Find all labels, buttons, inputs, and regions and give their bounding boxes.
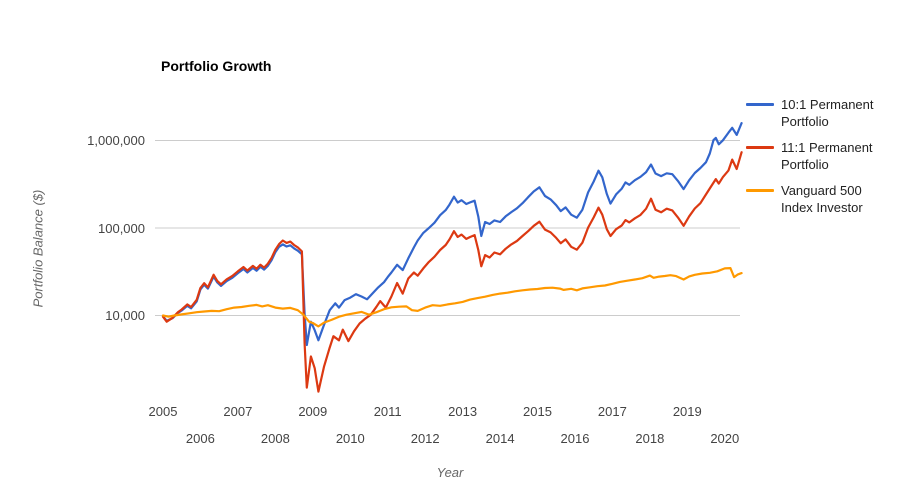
x-tick-label: 2006	[185, 431, 215, 446]
legend-label: Vanguard 500 Index Investor	[781, 183, 863, 215]
y-tick-label: 100,000	[98, 220, 145, 236]
x-tick-label: 2014	[485, 431, 515, 446]
x-tick-label: 2005	[148, 404, 178, 419]
x-tick-label: 2016	[560, 431, 590, 446]
x-tick-label: 2012	[410, 431, 440, 446]
legend-item-pp10: 10:1 Permanent Portfolio	[746, 96, 896, 130]
y-axis-title: Portfolio Balance ($)	[30, 189, 46, 308]
x-axis-title: Year	[436, 465, 464, 480]
legend: 10:1 Permanent Portfolio 11:1 Permanent P…	[746, 96, 896, 225]
series-line-vfinx[interactable]	[161, 267, 743, 328]
y-tick-label: 1,000,000	[87, 133, 145, 148]
legend-swatch-icon	[746, 146, 774, 149]
legend-label: 10:1 Permanent Portfolio	[781, 97, 874, 129]
y-tick-label: 10,000	[105, 308, 145, 323]
legend-label: 11:1 Permanent Portfolio	[781, 140, 873, 172]
legend-item-pp11: 11:1 Permanent Portfolio	[746, 139, 896, 173]
legend-swatch-icon	[746, 103, 774, 106]
x-tick-label: 2008	[260, 431, 290, 446]
legend-swatch-icon	[746, 189, 774, 192]
x-tick-label: 2007	[223, 404, 253, 419]
legend-item-vfinx: Vanguard 500 Index Investor	[746, 182, 896, 216]
x-tick-label: 2010	[335, 431, 365, 446]
x-tick-label: 2009	[298, 404, 328, 419]
x-tick-label: 2017	[597, 404, 627, 419]
chart-title: Portfolio Growth	[161, 58, 272, 74]
x-tick-label: 2018	[635, 431, 665, 446]
series-line-pp10[interactable]	[161, 122, 743, 347]
x-tick-label: 2020	[710, 431, 740, 446]
x-tick-label: 2015	[523, 404, 552, 419]
x-tick-label: 2011	[373, 404, 402, 419]
x-tick-label: 2013	[448, 404, 478, 419]
x-tick-label: 2019	[672, 404, 702, 419]
series-line-pp11[interactable]	[161, 151, 743, 393]
